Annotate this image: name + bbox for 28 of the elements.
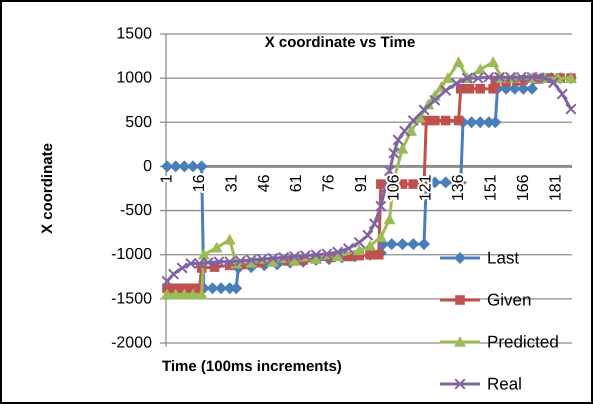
y-tick-label: -1500 xyxy=(111,290,152,308)
x-tick-label: 181 xyxy=(547,174,564,202)
x-tick-label: 91 xyxy=(352,174,370,192)
y-tick-label: 0 xyxy=(143,158,152,175)
y-tick-label: 1000 xyxy=(116,70,152,87)
y-tick-label: 1500 xyxy=(116,26,152,42)
chart-title: X coordinate vs Time xyxy=(264,34,416,51)
x-tick-label: 46 xyxy=(256,174,273,192)
x-tick-label: 61 xyxy=(288,174,306,192)
x-axis-title: Time (100ms increments) xyxy=(162,358,342,375)
legend-label: Predicted xyxy=(487,332,559,352)
x-tick-label: 1 xyxy=(158,174,176,184)
x-tick-label: 121 xyxy=(418,174,435,202)
legend-label: Given xyxy=(487,290,532,310)
y-tick-label: -2000 xyxy=(111,334,152,352)
x-tick-label: 31 xyxy=(223,174,240,192)
x-tick-label: 151 xyxy=(482,174,500,202)
legend-label: Last xyxy=(487,248,520,268)
y-axis-title: X coordinate xyxy=(39,143,56,234)
y-tick-label: -1000 xyxy=(111,246,152,264)
x-tick-label: 166 xyxy=(514,174,532,202)
x-tick-label: 106 xyxy=(385,174,402,202)
y-tick-label: -500 xyxy=(120,202,152,220)
legend-label: Real xyxy=(487,374,522,394)
x-tick-label: 76 xyxy=(320,174,338,192)
x-tick-label: 16 xyxy=(190,174,208,192)
y-tick-label: 500 xyxy=(125,114,152,131)
x-tick-label: 136 xyxy=(450,174,468,202)
